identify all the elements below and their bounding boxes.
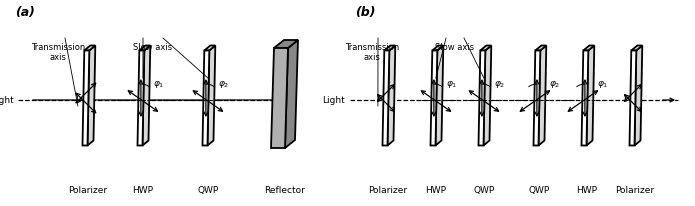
Polygon shape [582, 50, 588, 145]
Polygon shape [208, 46, 215, 145]
Polygon shape [142, 46, 150, 145]
Text: Transmission
axis: Transmission axis [345, 43, 399, 62]
Text: $\varphi_1$: $\varphi_1$ [446, 79, 457, 90]
Polygon shape [635, 46, 642, 145]
Polygon shape [84, 46, 95, 50]
Polygon shape [587, 46, 594, 145]
Polygon shape [83, 50, 89, 145]
Text: $\varphi_2$: $\varphi_2$ [549, 79, 560, 90]
Text: Polarizer: Polarizer [368, 186, 407, 195]
Polygon shape [484, 46, 491, 145]
Text: Light: Light [322, 96, 345, 104]
Text: HWP: HWP [133, 186, 154, 195]
Polygon shape [630, 50, 637, 145]
Polygon shape [388, 46, 395, 145]
Polygon shape [274, 40, 298, 48]
Polygon shape [535, 46, 546, 50]
Polygon shape [382, 50, 389, 145]
Polygon shape [436, 46, 443, 145]
Text: Polarizer: Polarizer [68, 186, 108, 195]
Text: $\varphi_1$: $\varphi_1$ [597, 79, 608, 90]
Polygon shape [138, 50, 145, 145]
Polygon shape [430, 50, 437, 145]
Text: HWP: HWP [576, 186, 598, 195]
Text: Slow axis: Slow axis [133, 43, 172, 52]
Text: $\varphi_2$: $\varphi_2$ [494, 79, 505, 90]
Polygon shape [88, 46, 95, 145]
Polygon shape [583, 46, 594, 50]
Text: HWP: HWP [425, 186, 446, 195]
Text: Light: Light [0, 96, 14, 104]
Polygon shape [202, 50, 209, 145]
Polygon shape [384, 46, 395, 50]
Text: (a): (a) [15, 6, 35, 19]
Polygon shape [139, 46, 150, 50]
Text: Polarizer: Polarizer [616, 186, 655, 195]
Text: Reflector: Reflector [265, 186, 305, 195]
Polygon shape [539, 46, 546, 145]
Polygon shape [534, 50, 540, 145]
Text: $\varphi_1$: $\varphi_1$ [153, 79, 164, 90]
Text: (b): (b) [355, 6, 375, 19]
Polygon shape [480, 46, 491, 50]
Polygon shape [631, 46, 642, 50]
Polygon shape [204, 46, 215, 50]
Text: $\varphi_2$: $\varphi_2$ [218, 79, 229, 90]
Polygon shape [478, 50, 485, 145]
Text: QWP: QWP [197, 186, 219, 195]
Polygon shape [285, 40, 298, 148]
Polygon shape [432, 46, 443, 50]
Polygon shape [271, 48, 288, 148]
Text: Slow axis: Slow axis [436, 43, 475, 52]
Text: QWP: QWP [528, 186, 550, 195]
Text: QWP: QWP [473, 186, 495, 195]
Text: Transmission
axis: Transmission axis [31, 43, 85, 62]
